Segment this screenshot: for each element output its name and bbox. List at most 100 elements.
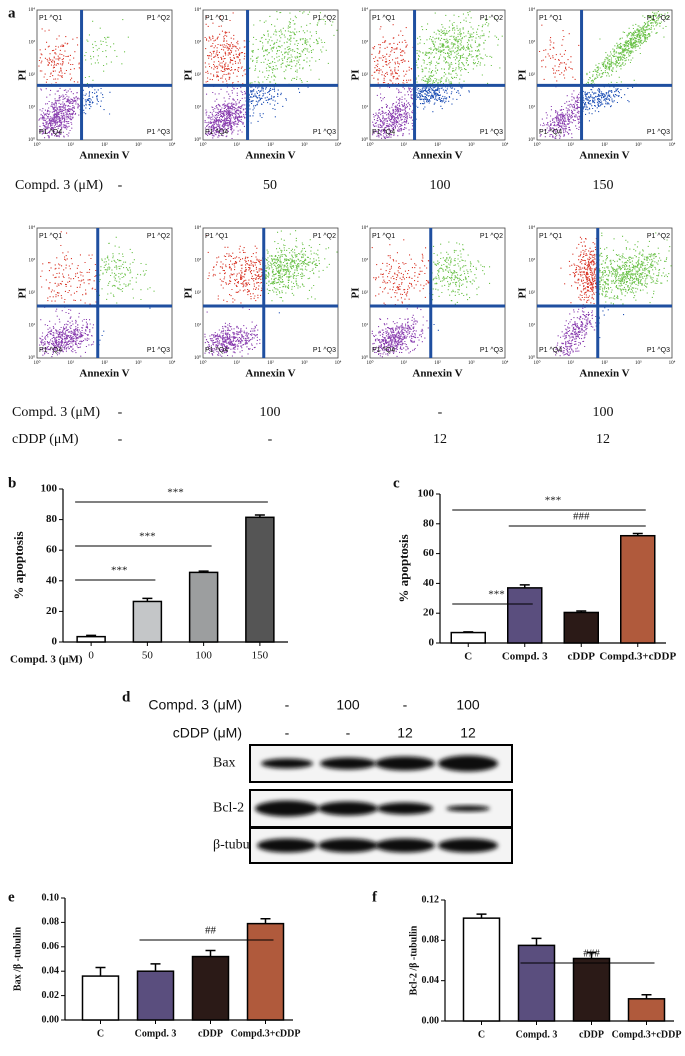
- y-tick-label: 80: [46, 513, 58, 525]
- bar: [245, 516, 275, 643]
- x-tick-label: 10³: [635, 142, 642, 148]
- blot-band: [261, 758, 313, 769]
- quadrant-label: P1 ^Q3: [480, 129, 503, 136]
- flow-dots: [38, 28, 82, 86]
- quadrant-label: P1 ^Q2: [313, 233, 336, 240]
- x-tick-label: Compd. 3: [516, 1029, 558, 1040]
- blot-band: [257, 838, 317, 853]
- error-bar: [586, 951, 597, 959]
- quadrant-label: P1 ^Q3: [647, 347, 670, 354]
- flow-dots: [204, 307, 264, 357]
- y-tick-label: 10⁰: [361, 355, 368, 361]
- error-bar: [531, 937, 542, 946]
- blot-band: [318, 838, 378, 853]
- condition-value: 12: [433, 432, 447, 447]
- quadrant-label: P1 ^Q4: [39, 129, 62, 136]
- x-tick-label: 10³: [301, 142, 308, 148]
- y-tick-label: 10³: [195, 40, 202, 46]
- y-axis-label: PI: [17, 70, 29, 81]
- quadrant-label: P1 ^Q1: [539, 15, 562, 22]
- y-tick-label: 10²: [529, 72, 536, 78]
- x-tick-label: 150: [252, 650, 269, 662]
- condition-value: -: [346, 725, 351, 741]
- bar: [507, 587, 543, 644]
- x-tick-label: Compd.3+cDDP: [612, 1029, 682, 1040]
- condition-value: 12: [397, 725, 413, 741]
- flow-dots: [371, 305, 432, 358]
- flow-dots: [431, 241, 491, 305]
- x-tick-label: 10¹: [234, 360, 241, 366]
- x-tick-label: 10¹: [568, 142, 575, 148]
- x-tick-label: 10⁴: [335, 360, 342, 366]
- significance-label: ***: [545, 495, 562, 507]
- x-tick-label: 10²: [267, 360, 274, 366]
- y-tick-label: 10²: [195, 290, 202, 296]
- y-axis-label: PI: [517, 70, 529, 81]
- x-tick-label: 10⁰: [199, 360, 206, 366]
- y-tick-label: 10³: [29, 40, 36, 46]
- flow-dots: [40, 231, 99, 306]
- flow-dots: [38, 84, 83, 139]
- condition-value: 100: [260, 405, 281, 420]
- y-axis-label: PI: [17, 288, 29, 299]
- condition-value: 12: [460, 725, 476, 741]
- x-tick-label: 10⁴: [169, 360, 176, 366]
- quadrant-label: P1 ^Q1: [205, 15, 228, 22]
- flow-dots: [371, 24, 416, 86]
- y-axis-label: Bax /β -tubulin: [12, 926, 23, 991]
- condition-value: 100: [593, 405, 614, 420]
- flow-dots: [553, 306, 599, 357]
- quadrant-label: P1 ^Q4: [539, 347, 562, 354]
- x-tick-label: 10³: [635, 360, 642, 366]
- quadrant-label: P1 ^Q2: [147, 15, 170, 22]
- x-tick-label: cDDP: [579, 1029, 604, 1040]
- quadrant-label: P1 ^Q4: [39, 347, 62, 354]
- y-axis-label: % apoptosis: [11, 531, 26, 599]
- y-tick-label: 10⁰: [528, 137, 535, 143]
- flow-dots: [84, 19, 129, 85]
- x-tick-label: cDDP: [568, 651, 596, 663]
- bar: [517, 944, 556, 1022]
- condition-value: -: [403, 697, 408, 713]
- y-tick-label: 10⁴: [28, 225, 35, 231]
- x-tick-label: 10¹: [568, 360, 575, 366]
- y-tick-label: 10⁴: [194, 7, 201, 13]
- x-tick-label: 10⁰: [366, 360, 373, 366]
- condition-label: Compd. 3 (μM): [15, 178, 103, 193]
- y-tick-label: 10²: [362, 290, 369, 296]
- y-axis-label: PI: [183, 288, 195, 299]
- y-tick-label: 20: [423, 607, 435, 619]
- bar: [620, 534, 656, 644]
- quadrant-label: P1 ^Q3: [480, 347, 503, 354]
- condition-label: Compd. 3 (μM): [12, 405, 100, 420]
- flow-dots: [433, 305, 460, 331]
- y-tick-label: 100: [418, 488, 435, 500]
- x-tick-label: 10³: [135, 142, 142, 148]
- quadrant-label: P1 ^Q1: [372, 15, 395, 22]
- y-tick-label: 10¹: [529, 105, 536, 111]
- condition-value: -: [285, 697, 290, 713]
- condition-value: 100: [456, 697, 480, 713]
- bar: [76, 635, 106, 643]
- y-tick-label: 0.00: [422, 1015, 440, 1026]
- flow-dots: [263, 230, 338, 307]
- x-tick-label: 10¹: [401, 360, 408, 366]
- y-tick-label: 10³: [362, 40, 369, 46]
- x-tick-label: 10²: [101, 142, 108, 148]
- y-tick-label: 10⁰: [28, 355, 35, 361]
- y-tick-label: 10⁰: [28, 137, 35, 143]
- y-tick-label: 40: [423, 577, 435, 589]
- y-tick-label: 10²: [29, 290, 36, 296]
- y-tick-label: 0.08: [42, 917, 60, 928]
- x-axis-label: Annexin V: [79, 150, 129, 162]
- bar: [450, 631, 486, 644]
- y-tick-label: 40: [46, 574, 58, 586]
- flow-dots: [581, 85, 634, 122]
- panel-label: c: [393, 475, 400, 491]
- flow-dots: [371, 239, 432, 307]
- flow-dots: [582, 10, 670, 86]
- condition-value: 12: [596, 432, 610, 447]
- x-tick-label: 10⁰: [199, 142, 206, 148]
- y-tick-label: 0.06: [42, 941, 60, 952]
- condition-value: 50: [263, 178, 277, 193]
